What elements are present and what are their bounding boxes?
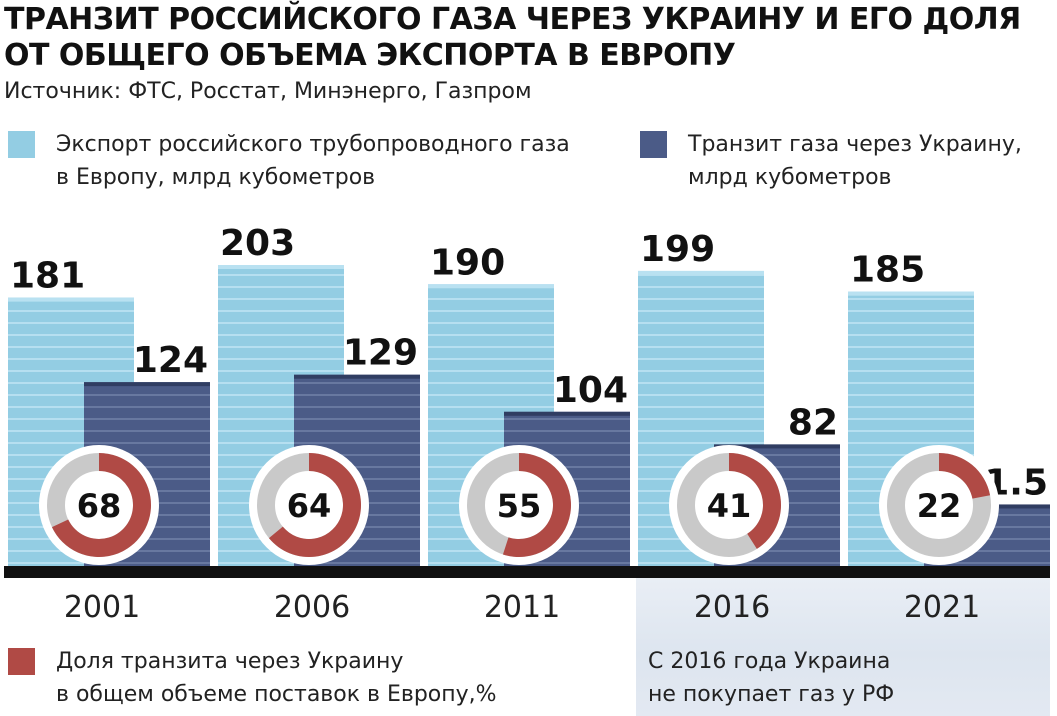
share-value-label-2011: 55 xyxy=(497,487,542,525)
year-label-2021: 2021 xyxy=(904,590,980,625)
export-bar-top-2021 xyxy=(848,291,974,296)
note-text: С 2016 года Украина не покупает газ у РФ xyxy=(648,649,895,707)
export-bar-top-2006 xyxy=(218,265,344,269)
export-value-label-2016: 199 xyxy=(640,229,715,270)
donut-share-2021 xyxy=(939,453,991,499)
donut-share-2016 xyxy=(729,453,781,549)
share-value-label-2021: 22 xyxy=(917,487,962,525)
note-background xyxy=(636,578,1050,716)
transit-bar-top-2006 xyxy=(294,374,420,379)
export-value-label-2011: 190 xyxy=(430,242,505,283)
year-label-2011: 2011 xyxy=(484,590,560,625)
legend-export-label: Экспорт российского трубопроводного газа… xyxy=(56,132,570,190)
export-value-label-2006: 203 xyxy=(220,223,295,264)
share-value-label-2016: 41 xyxy=(707,487,752,525)
share-value-label-2006: 64 xyxy=(287,487,332,525)
transit-value-label-2001: 124 xyxy=(133,340,208,381)
legend-share-swatch xyxy=(8,648,35,675)
donut-share-2011 xyxy=(502,453,571,557)
transit-bar-top-2016 xyxy=(714,444,840,449)
donut-share-2001 xyxy=(51,453,152,557)
export-bar-top-2011 xyxy=(428,284,554,289)
export-bar-top-2001 xyxy=(8,297,134,302)
legend-transit: Транзит газа через Украину, млрд кубомет… xyxy=(640,128,1022,194)
transit-value-label-2016: 82 xyxy=(788,402,838,443)
export-bar-top-2016 xyxy=(638,270,764,275)
legend-export: Экспорт российского трубопроводного газа… xyxy=(8,128,570,194)
donut-share-2006 xyxy=(268,453,361,557)
legend-export-swatch xyxy=(8,131,35,158)
year-label-2016: 2016 xyxy=(694,590,770,625)
legend-share: Доля транзита через Украину в общем объе… xyxy=(8,645,497,711)
legend-share-label: Доля транзита через Украину в общем объе… xyxy=(56,649,497,707)
chart-title: ТРАНЗИТ РОССИЙСКОГО ГАЗА ЧЕРЕЗ УКРАИНУ И… xyxy=(4,2,1021,73)
labels-layer: 181 124 68 2001 203 129 64 2006 190 104 55 2011 199 8… xyxy=(10,223,1048,625)
transit-value-label-2006: 129 xyxy=(343,333,418,374)
transit-value-label-2011: 104 xyxy=(553,370,628,411)
year-label-2001: 2001 xyxy=(64,590,140,625)
share-value-label-2001: 68 xyxy=(77,487,122,525)
export-value-label-2021: 185 xyxy=(850,250,925,291)
transit-bar-top-2011 xyxy=(504,411,630,416)
legend-transit-label: Транзит газа через Украину, млрд кубомет… xyxy=(688,132,1022,190)
export-value-label-2001: 181 xyxy=(10,256,85,297)
year-label-2006: 2006 xyxy=(274,590,350,625)
chart-source: Источник: ФТС, Росстат, Минэнерго, Газпр… xyxy=(4,79,532,104)
transit-bar-top-2001 xyxy=(84,382,210,387)
legend-transit-swatch xyxy=(640,131,667,158)
chart-baseline xyxy=(4,566,1050,578)
